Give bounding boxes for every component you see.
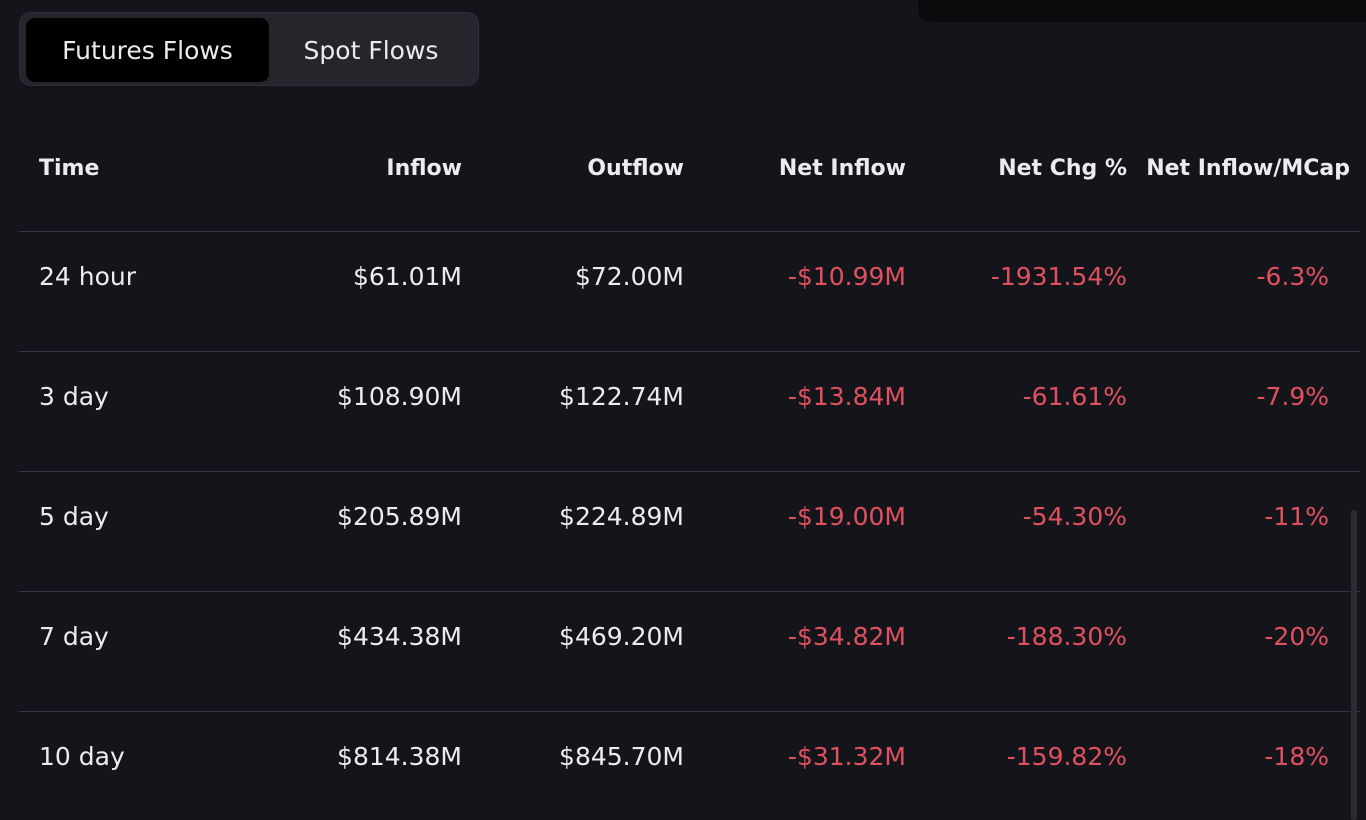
cell-outflow: $224.89M <box>559 502 684 531</box>
cell-net-inflow-mcap: -11% <box>1264 502 1329 531</box>
table-header-row: Time Inflow Outflow Net Inflow Net Chg %… <box>19 110 1360 232</box>
header-time[interactable]: Time <box>39 156 100 181</box>
cell-net-inflow: -$10.99M <box>787 262 906 291</box>
header-net-inflow[interactable]: Net Inflow <box>778 156 906 181</box>
flows-table: Time Inflow Outflow Net Inflow Net Chg %… <box>19 110 1360 820</box>
cell-time: 3 day <box>39 382 109 411</box>
cell-net-chg: -1931.54% <box>990 262 1127 291</box>
cell-inflow: $434.38M <box>337 622 462 651</box>
cell-net-chg: -188.30% <box>1006 622 1127 651</box>
cell-net-inflow-mcap: -18% <box>1264 742 1329 771</box>
table-scrollbar[interactable] <box>1351 510 1357 820</box>
tab-spot-flows[interactable]: Spot Flows <box>303 35 439 65</box>
cell-net-inflow: -$13.84M <box>787 382 906 411</box>
table-row: 3 day $108.90M $122.74M -$13.84M -61.61%… <box>19 352 1360 472</box>
cell-time: 10 day <box>39 742 125 771</box>
header-net-chg[interactable]: Net Chg % <box>998 156 1127 181</box>
cell-inflow: $814.38M <box>337 742 462 771</box>
cell-outflow: $122.74M <box>559 382 684 411</box>
table-row: 5 day $205.89M $224.89M -$19.00M -54.30%… <box>19 472 1360 592</box>
table-row: 10 day $814.38M $845.70M -$31.32M -159.8… <box>19 712 1360 820</box>
cell-net-inflow-mcap: -20% <box>1264 622 1329 651</box>
cell-inflow: $108.90M <box>337 382 462 411</box>
header-outflow[interactable]: Outflow <box>587 156 684 181</box>
cell-net-inflow-mcap: -7.9% <box>1256 382 1329 411</box>
cell-outflow: $72.00M <box>574 262 684 291</box>
cell-outflow: $469.20M <box>559 622 684 651</box>
cell-inflow: $61.01M <box>352 262 462 291</box>
cell-net-inflow-mcap: -6.3% <box>1256 262 1329 291</box>
cell-net-chg: -61.61% <box>1022 382 1127 411</box>
header-net-inflow-mcap[interactable]: Net Inflow/MCap <box>1146 156 1350 181</box>
cell-net-inflow: -$31.32M <box>787 742 906 771</box>
cell-outflow: $845.70M <box>559 742 684 771</box>
flow-type-tabs: Futures Flows Spot Flows <box>19 12 479 86</box>
header-inflow[interactable]: Inflow <box>386 156 462 181</box>
table-row: 7 day $434.38M $469.20M -$34.82M -188.30… <box>19 592 1360 712</box>
table-row: 24 hour $61.01M $72.00M -$10.99M -1931.5… <box>19 232 1360 352</box>
cell-net-chg: -54.30% <box>1022 502 1127 531</box>
top-right-panel <box>918 0 1366 22</box>
cell-inflow: $205.89M <box>337 502 462 531</box>
cell-time: 7 day <box>39 622 109 651</box>
cell-net-inflow: -$19.00M <box>787 502 906 531</box>
cell-net-inflow: -$34.82M <box>787 622 906 651</box>
tab-futures-flows[interactable]: Futures Flows <box>26 18 269 82</box>
cell-time: 5 day <box>39 502 109 531</box>
cell-net-chg: -159.82% <box>1006 742 1127 771</box>
cell-time: 24 hour <box>39 262 137 291</box>
